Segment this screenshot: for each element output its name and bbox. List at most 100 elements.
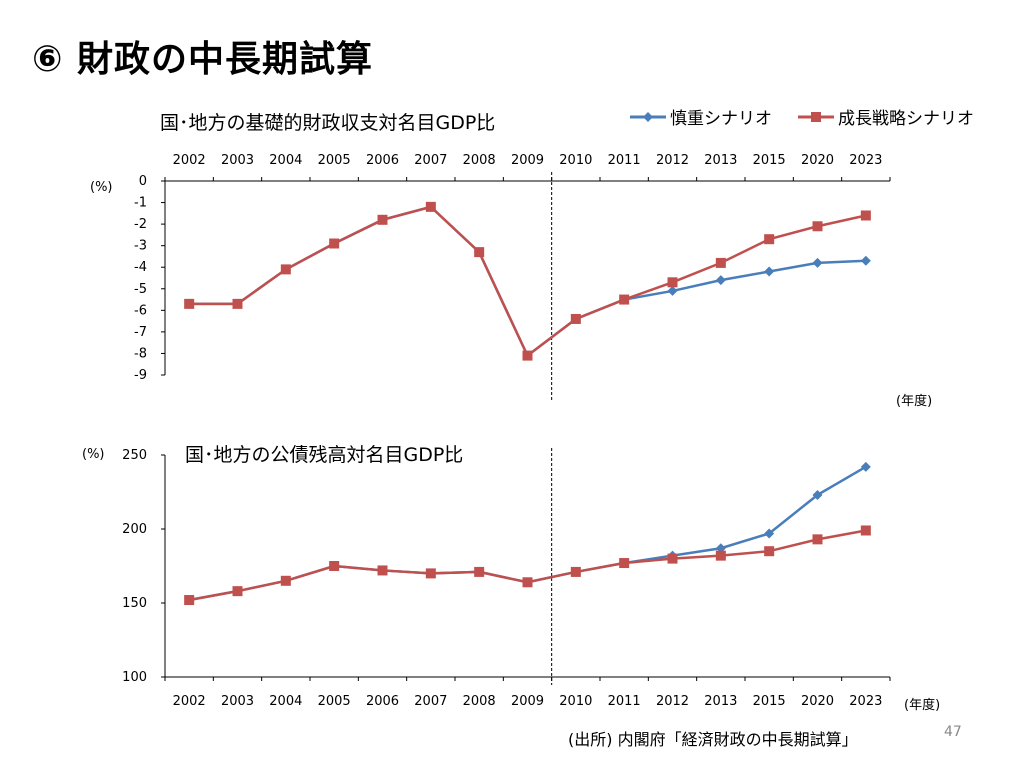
chart1-y-tick-label: -6	[134, 303, 147, 318]
chart1-point-square	[860, 210, 871, 221]
chart2-point-diamond	[764, 528, 775, 539]
chart2-x-unit: (年度)	[904, 698, 941, 713]
chart1-x-tick-label: 2009	[511, 153, 544, 168]
chart1-x-tick-label: 2003	[221, 153, 254, 168]
chart2-point-square	[667, 553, 678, 564]
chart2-x-tick-label: 2010	[559, 694, 592, 709]
chart2-x-tick-label: 2004	[269, 694, 302, 709]
chart1-title: 国･地方の基礎的財政収支対名目GDP比	[160, 112, 496, 134]
chart2-point-diamond	[812, 489, 823, 500]
chart2-x-tick-label: 2011	[608, 694, 641, 709]
chart1-series-line-1	[189, 205, 867, 358]
chart1-point-square	[232, 298, 243, 309]
chart1-y-unit: (%)	[90, 180, 113, 195]
chart2-y-tick-label: 200	[122, 522, 147, 537]
chart1-point-square	[570, 313, 581, 324]
chart1-x-tick-label: 2023	[849, 153, 882, 168]
page-number: 47	[944, 724, 962, 740]
chart1-point-square	[522, 350, 533, 361]
chart1-y-tick-label: -5	[134, 282, 147, 297]
chart1-point-square	[667, 277, 678, 288]
chart2-point-square	[184, 595, 195, 606]
chart1-x-tick-label: 2002	[173, 153, 206, 168]
chart2-x-tick-label: 2002	[173, 694, 206, 709]
chart1-point-square	[377, 214, 388, 225]
chart1-y-tick-label: -7	[134, 325, 147, 340]
legend-marker-diamond-icon	[630, 111, 666, 122]
chart1-point-square	[619, 294, 630, 305]
chart1-x-tick-label: 2008	[463, 153, 496, 168]
chart2-point-square	[425, 568, 436, 579]
slide-title: ⑥ 財政の中長期試算	[32, 39, 374, 80]
chart2-x-tick-label: 2023	[849, 694, 882, 709]
chart2-x-tick-label: 2009	[511, 694, 544, 709]
legend: 慎重シナリオ 成長戦略シナリオ	[630, 104, 974, 129]
chart1-point-square	[184, 298, 195, 309]
chart2-point-square	[280, 575, 291, 586]
chart2-y-tick-label: 250	[122, 448, 147, 463]
chart2-point-square	[812, 534, 823, 545]
chart2-x-tick-label: 2013	[704, 694, 737, 709]
chart1-x-tick-label: 2020	[801, 153, 834, 168]
legend-item-cautious: 慎重シナリオ	[630, 104, 772, 129]
chart1-y-tick-label: -1	[134, 196, 147, 211]
chart2-point-square	[522, 577, 533, 588]
chart2-point-square	[329, 561, 340, 571]
chart1-series-line-0	[189, 205, 866, 358]
chart1-point-diamond	[812, 257, 823, 268]
chart1-point-square	[715, 257, 726, 268]
chart1-x-tick-label: 2007	[414, 153, 447, 168]
chart2-x-tick-label: 2015	[753, 694, 786, 709]
chart2-series-line-1	[188, 529, 867, 602]
chart1-point-diamond	[764, 266, 775, 277]
chart1-y-tick-label: -2	[134, 217, 147, 232]
chart1-point-square	[280, 264, 291, 275]
chart2-y-tick-label: 150	[122, 596, 147, 611]
chart2-x-tick-label: 2007	[414, 694, 447, 709]
chart1-y-tick-label: -4	[134, 260, 147, 275]
source-note: (出所) 内閣府「経済財政の中長期試算」	[568, 730, 858, 749]
chart2-point-square	[570, 566, 581, 577]
chart2-title: 国･地方の公債残高対名目GDP比	[185, 444, 464, 466]
chart1-point-diamond	[715, 275, 726, 286]
chart1-point-diamond	[860, 255, 871, 266]
chart2-point-square	[619, 558, 630, 569]
legend-marker-square-icon	[798, 111, 834, 122]
chart1-x-tick-label: 2005	[318, 153, 351, 168]
chart1-x-tick-label: 2006	[366, 153, 399, 168]
chart1-y-tick-label: 0	[139, 174, 147, 189]
chart2-x-tick-label: 2008	[463, 694, 496, 709]
chart2-point-square	[764, 546, 775, 557]
chart2-point-square	[715, 550, 726, 561]
chart1-y-tick-label: -3	[134, 239, 147, 254]
chart1-x-tick-label: 2015	[753, 153, 786, 168]
chart2-point-diamond	[860, 461, 871, 472]
chart1-x-unit: (年度)	[896, 394, 933, 409]
chart1-x-tick-label: 2004	[269, 153, 302, 168]
chart2-x-tick-label: 2006	[366, 694, 399, 709]
chart2-x-tick-label: 2020	[801, 694, 834, 709]
chart1-point-square	[329, 238, 340, 249]
legend-label-cautious: 慎重シナリオ	[670, 109, 772, 129]
chart1-point-square	[764, 234, 775, 245]
chart1-point-diamond	[667, 285, 678, 296]
chart2-x-tick-label: 2003	[221, 694, 254, 709]
legend-item-growth: 成長戦略シナリオ	[798, 104, 974, 129]
chart1-x-tick-label: 2010	[559, 153, 592, 168]
chart2-point-square	[232, 586, 243, 597]
chart1-point-square	[474, 247, 485, 258]
chart1-x-tick-label: 2013	[704, 153, 737, 168]
chart1-x-tick-label: 2011	[608, 153, 641, 168]
chart1-point-square	[812, 221, 823, 232]
chart2-y-unit: (%)	[82, 447, 105, 462]
chart2-y-tick-label: 100	[122, 670, 147, 685]
chart2-x-tick-label: 2005	[318, 694, 351, 709]
chart2-point-square	[377, 565, 388, 576]
chart2-x-tick-label: 2012	[656, 694, 689, 709]
chart2-point-square	[474, 566, 485, 577]
legend-label-growth: 成長戦略シナリオ	[838, 109, 974, 129]
chart1-x-tick-label: 2012	[656, 153, 689, 168]
chart1-y-tick-label: -8	[134, 346, 147, 361]
